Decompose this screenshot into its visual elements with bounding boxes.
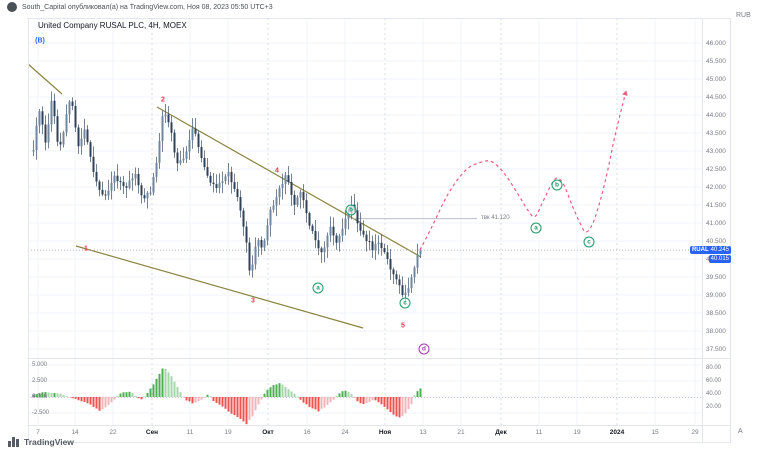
avatar[interactable] [7, 2, 17, 12]
tradingview-wordmark: TradingView [24, 437, 74, 447]
histogram-series [32, 368, 422, 425]
publish-info[interactable]: South_Capital опубликовал(а) на TradingV… [22, 3, 273, 11]
corner-label: А [738, 428, 743, 435]
currency-label: RUB [736, 12, 751, 19]
tradingview-footer[interactable]: TradingView [8, 436, 74, 448]
trendlines[interactable] [27, 63, 422, 329]
forecast-path[interactable] [419, 95, 626, 251]
chart-border [28, 18, 731, 443]
forecast-arrowhead [622, 90, 628, 96]
grid [28, 18, 702, 425]
publish-header: South_Capital опубликовал(а) на TradingV… [7, 2, 273, 12]
candlestick-series [32, 91, 422, 304]
chart-title: United Company RUSAL PLC, 4H, MOEX [38, 21, 187, 30]
tradingview-logo [8, 437, 19, 447]
